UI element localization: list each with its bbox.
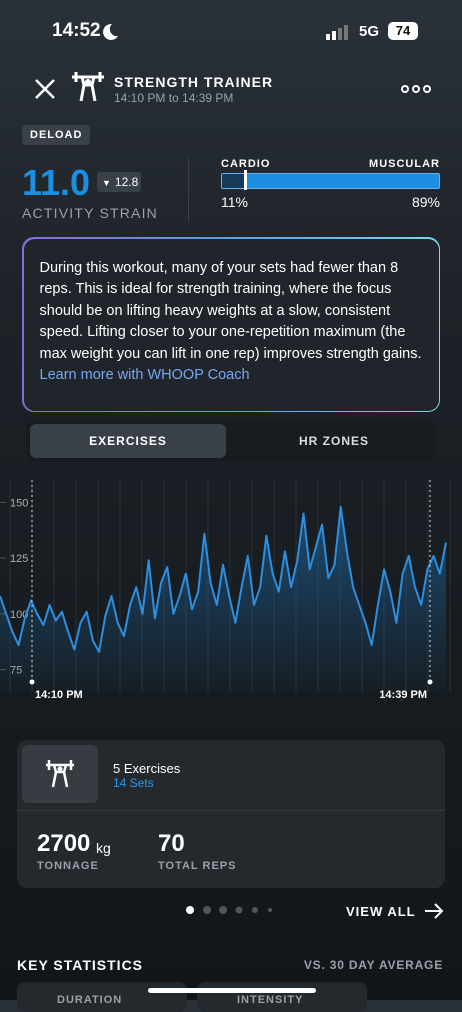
hr-line	[0, 505, 447, 653]
home-indicator	[148, 988, 316, 993]
moon-icon	[103, 23, 118, 40]
workout-title: STRENGTH TRAINER	[114, 74, 274, 90]
insight-text: During this workout, many of your sets h…	[39, 259, 422, 362]
tonnage-unit: kg	[96, 840, 111, 856]
stat-card[interactable]: DURATION	[17, 982, 187, 1012]
stat-card-label: DURATION	[57, 994, 123, 1006]
view-all[interactable]: VIEW ALL	[346, 904, 416, 919]
divider	[188, 158, 189, 222]
tonnage-value: 2700	[37, 830, 91, 857]
split-bar	[221, 173, 440, 189]
cardio-percent: 11%	[221, 194, 248, 210]
time-dot	[427, 679, 433, 685]
previous-strain-value: 12.8	[114, 175, 139, 189]
battery: 74	[388, 22, 418, 40]
exercise-count: 5 Exercises	[113, 761, 181, 776]
key-stats-title: KEY STATISTICS	[17, 957, 144, 973]
coach-link[interactable]: Learn more with WHOOP Coach	[39, 367, 250, 383]
clock: 14:52	[52, 20, 101, 41]
time-dot	[29, 679, 35, 685]
muscular-percent: 89%	[411, 194, 440, 210]
comparison-label: VS. 30 DAY AVERAGE	[303, 958, 443, 972]
more-button[interactable]	[400, 84, 432, 94]
hr-area	[0, 506, 446, 692]
workout-time: 14:10 PM to 14:39 PM	[114, 91, 234, 105]
cardio-segment	[222, 174, 246, 188]
start-label: 14:10 PM	[35, 689, 83, 701]
exercise-icon	[46, 760, 74, 788]
reps-label: TOTAL REPS	[158, 860, 237, 872]
strength-icon	[72, 72, 104, 102]
muscular-segment	[245, 174, 439, 188]
previous-strain: ▼ 12.8	[97, 172, 141, 192]
card-divider	[17, 810, 445, 811]
signal-icon	[326, 25, 348, 40]
muscular-label: MUSCULAR	[369, 158, 440, 170]
arrow-icon	[425, 903, 444, 919]
strain-value: 11.0	[22, 162, 91, 203]
y-tick-label: 125	[10, 553, 28, 565]
end-label: 14:39 PM	[379, 689, 427, 701]
tonnage-label: TONNAGE	[37, 860, 99, 872]
exercise-icon-box	[22, 745, 98, 803]
pagination	[186, 906, 272, 914]
strain-label: ACTIVITY STRAIN	[22, 205, 158, 221]
stat-card-label: INTENSITY	[237, 994, 304, 1006]
exercises-tab[interactable]: EXERCISES	[30, 424, 226, 458]
insight-card: During this workout, many of your sets h…	[22, 237, 440, 412]
set-count: 14 Sets	[113, 776, 154, 790]
hr-zones-tab[interactable]: HR ZONES	[298, 434, 369, 448]
cardio-label: CARDIO	[221, 158, 271, 170]
split-marker	[244, 170, 248, 190]
y-tick-label: 100	[10, 609, 28, 621]
reps-value: 70	[158, 830, 185, 857]
deload-badge: DELOAD	[22, 125, 91, 145]
stat-card[interactable]: INTENSITY	[197, 982, 367, 1012]
y-tick-label: 150	[10, 497, 28, 509]
close-button[interactable]	[34, 78, 56, 100]
network: 5G	[359, 23, 380, 40]
